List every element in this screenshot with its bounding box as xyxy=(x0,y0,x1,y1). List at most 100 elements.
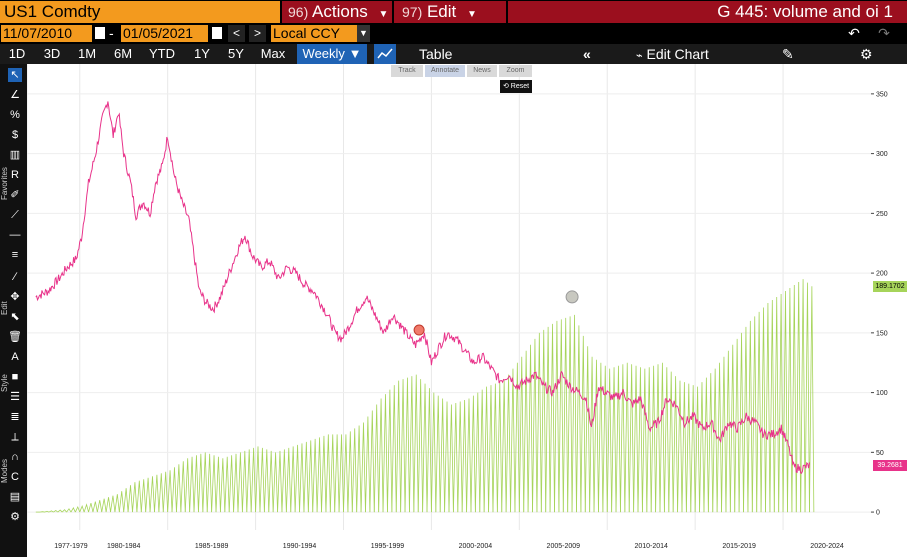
line-tool-icon[interactable]: ∕ xyxy=(14,271,16,283)
settings-icon[interactable]: ⚙ xyxy=(10,511,20,523)
cursor-icon[interactable]: ↖ xyxy=(8,68,22,82)
magnet-icon[interactable]: ∩ xyxy=(11,451,19,463)
volume-spike xyxy=(395,380,402,513)
period-1d[interactable]: 1D xyxy=(8,46,26,61)
volume-spike xyxy=(642,368,648,513)
volume-spike xyxy=(351,428,358,513)
volume-spike xyxy=(365,416,371,513)
volume-spike xyxy=(356,425,362,513)
actions-label: Actions xyxy=(312,2,368,21)
volume-spike xyxy=(769,299,775,513)
actions-menu[interactable]: 96) Actions ▼ xyxy=(282,1,392,23)
horizontal-line-icon[interactable]: — xyxy=(9,229,21,241)
fib-icon[interactable]: ▥ xyxy=(9,149,21,161)
volume-spike xyxy=(681,382,687,513)
frequency-select[interactable]: Weekly ▼ xyxy=(297,44,367,64)
annotate-button[interactable]: Annotate xyxy=(425,65,465,77)
volume-spike xyxy=(281,449,287,513)
volume-spike xyxy=(334,434,340,513)
track-button[interactable]: Track xyxy=(391,65,423,77)
pen-icon[interactable]: ⟋ xyxy=(11,209,19,221)
text-icon[interactable]: A xyxy=(11,351,19,363)
volume-spike xyxy=(171,467,177,513)
dollar-icon[interactable]: $ xyxy=(11,129,19,141)
lock-icon[interactable]: ▤ xyxy=(9,491,21,503)
edit-menu[interactable]: 97) Edit ▼ xyxy=(394,1,506,23)
volume-spike xyxy=(154,474,160,513)
brush-icon[interactable]: ✐ xyxy=(10,189,20,201)
calendar-icon[interactable] xyxy=(95,27,105,39)
period-max[interactable]: Max xyxy=(260,46,286,61)
volume-spike xyxy=(659,362,665,513)
move-icon[interactable]: ✥ xyxy=(10,291,20,303)
volume-spike xyxy=(532,338,538,513)
volume-spike xyxy=(250,447,256,513)
ticker-field[interactable]: US1 Comdty xyxy=(0,1,280,23)
volume-spike xyxy=(558,319,564,513)
volume-spike xyxy=(215,456,221,513)
collapse-icon[interactable]: « xyxy=(583,46,591,62)
volume-spike xyxy=(712,368,718,513)
trash-icon[interactable]: 🗑 xyxy=(8,331,22,343)
percent-icon[interactable]: % xyxy=(10,109,20,121)
fill-icon[interactable]: ■ xyxy=(11,371,19,383)
snap-icon[interactable]: C xyxy=(11,471,19,483)
line-chart-icon[interactable] xyxy=(374,44,396,64)
edit-chart-button[interactable]: ⌁ Edit Chart xyxy=(636,44,709,64)
x-tick-label: 1985-1989 xyxy=(195,543,229,550)
volume-spike xyxy=(259,447,265,513)
volume-spike xyxy=(751,316,758,513)
chevron-down-icon[interactable]: ▼ xyxy=(357,25,370,42)
chart-svg[interactable]: 0 50 100 150 200 250 300 350 1977-1979 1980-1984… xyxy=(27,64,907,557)
reset-button[interactable]: ⟲ Reset xyxy=(500,80,532,93)
price-line xyxy=(35,101,810,475)
select-icon[interactable]: ⬉ xyxy=(10,311,20,323)
news-button[interactable]: News xyxy=(467,65,497,77)
period-5y[interactable]: 5Y xyxy=(228,46,244,61)
gear-icon[interactable]: ⚙ xyxy=(860,46,873,62)
volume-spike xyxy=(263,449,270,513)
pencil-icon[interactable]: ✎ xyxy=(782,46,794,62)
period-1y[interactable]: 1Y xyxy=(194,46,210,61)
end-date-field[interactable]: 01/05/2021 xyxy=(121,25,208,42)
volume-spike xyxy=(703,377,709,513)
currency-select[interactable]: Local CCY xyxy=(271,25,357,42)
volume-spike xyxy=(158,473,164,513)
volume-spike xyxy=(373,404,380,513)
volume-spike xyxy=(795,282,802,513)
start-date-field[interactable]: 11/07/2010 xyxy=(1,25,92,42)
volume-spike xyxy=(606,368,613,513)
volume-spike xyxy=(663,367,670,513)
period-1m[interactable]: 1M xyxy=(77,46,97,61)
volume-spike xyxy=(184,458,191,513)
volume-spike xyxy=(466,398,472,513)
period-6m[interactable]: 6M xyxy=(113,46,133,61)
r-icon[interactable]: R xyxy=(11,169,19,181)
volume-spike xyxy=(145,477,151,513)
edit-label: Edit xyxy=(426,2,457,21)
volume-spike xyxy=(44,510,50,513)
volume-spike xyxy=(620,364,626,513)
line-draw-icon[interactable]: ∠ xyxy=(10,89,20,101)
period-3d[interactable]: 3D xyxy=(43,46,61,61)
calendar-icon[interactable] xyxy=(212,27,222,39)
volume-spike xyxy=(189,456,195,513)
volume-spike xyxy=(646,367,652,513)
chevron-right-icon[interactable]: > xyxy=(249,25,266,42)
frequency-label: Weekly xyxy=(302,46,345,61)
volume-spike xyxy=(176,464,182,513)
line-style-icon[interactable]: ☰ xyxy=(10,391,20,403)
line-width-icon[interactable]: ≣ xyxy=(10,411,20,423)
chevron-left-icon[interactable]: < xyxy=(228,25,245,42)
volume-spike xyxy=(584,346,591,513)
channel-icon[interactable]: ≡ xyxy=(11,249,19,261)
ruler-icon[interactable]: ⟂ xyxy=(11,431,19,443)
table-button[interactable]: Table xyxy=(419,46,453,62)
volume-spike xyxy=(479,389,485,513)
volume-spike xyxy=(382,394,388,513)
redo-icon[interactable]: ↷ xyxy=(878,25,890,41)
period-ytd[interactable]: YTD xyxy=(149,46,175,61)
undo-icon[interactable]: ↶ xyxy=(848,25,860,41)
volume-spike xyxy=(369,410,375,513)
zoom-button[interactable]: Zoom xyxy=(499,65,532,77)
